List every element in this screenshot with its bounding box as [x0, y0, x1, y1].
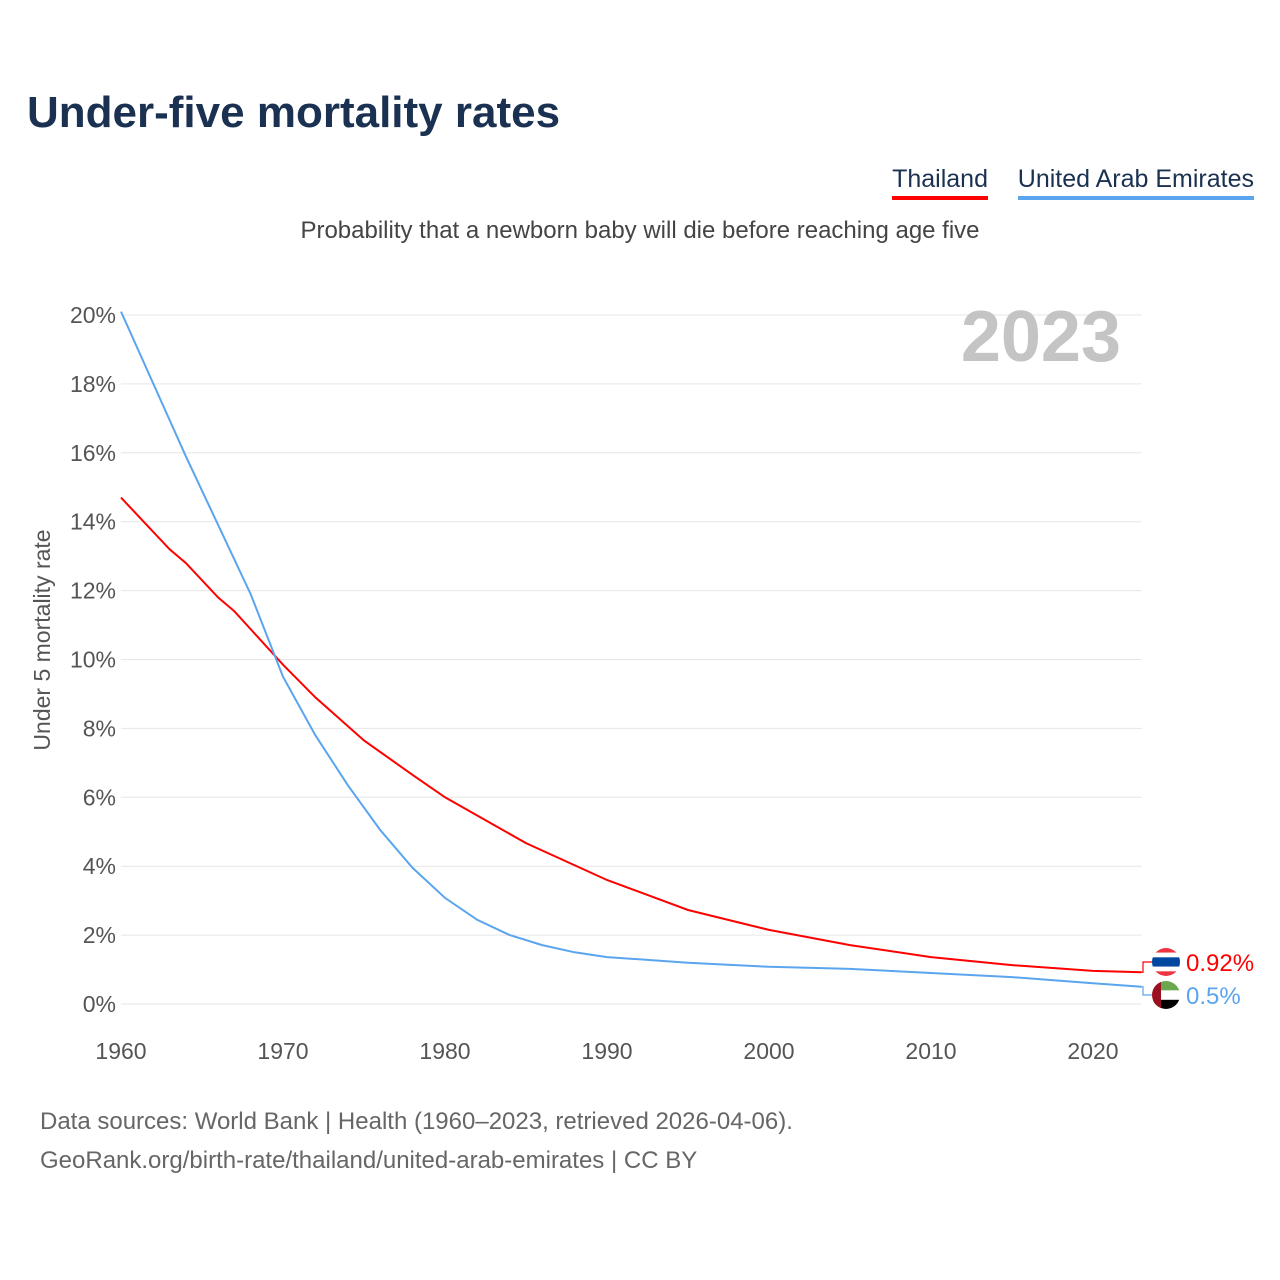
x-tick-label: 1990	[581, 1038, 632, 1064]
x-tick-label: 1980	[419, 1038, 470, 1064]
y-tick-label: 6%	[83, 784, 116, 810]
series-line-thailand[interactable]	[120, 496, 1142, 974]
y-axis-label: Under 5 mortality rate	[29, 529, 55, 750]
uae-flag-icon	[1152, 981, 1180, 1009]
legend-thailand[interactable]: Thailand	[892, 165, 988, 200]
end-value-label: 0.5%	[1186, 983, 1241, 1010]
x-tick-label: 1970	[257, 1038, 308, 1064]
source-line-2[interactable]: GeoRank.org/birth-rate/thailand/united-a…	[40, 1147, 698, 1174]
y-tick-label: 16%	[70, 440, 116, 466]
y-tick-label: 12%	[70, 578, 116, 604]
x-tick-label: 2020	[1067, 1038, 1118, 1064]
label-connector	[1141, 986, 1152, 996]
y-tick-label: 0%	[83, 991, 116, 1017]
label-connector	[1141, 961, 1152, 973]
x-tick-label: 2000	[743, 1038, 794, 1064]
y-tick-label: 14%	[70, 509, 116, 535]
thailand-flag-icon	[1152, 948, 1180, 976]
year-label: 2023	[961, 297, 1121, 377]
source-line-1: Data sources: World Bank | Health (1960–…	[40, 1108, 793, 1135]
subtitle: Probability that a newborn baby will die…	[300, 217, 980, 244]
page-title: Under-five mortality rates	[27, 88, 561, 137]
end-value-label: 0.92%	[1186, 950, 1254, 977]
x-tick-label: 2010	[905, 1038, 956, 1064]
x-tick-label: 1960	[95, 1038, 146, 1064]
y-tick-label: 10%	[70, 647, 116, 673]
series-line-uae[interactable]	[120, 311, 1142, 988]
y-tick-label: 20%	[70, 302, 116, 328]
y-tick-label: 18%	[70, 371, 116, 397]
y-tick-label: 2%	[83, 922, 116, 948]
legend-uae[interactable]: United Arab Emirates	[1017, 165, 1254, 200]
y-tick-label: 8%	[83, 715, 116, 741]
y-tick-label: 4%	[83, 853, 116, 879]
